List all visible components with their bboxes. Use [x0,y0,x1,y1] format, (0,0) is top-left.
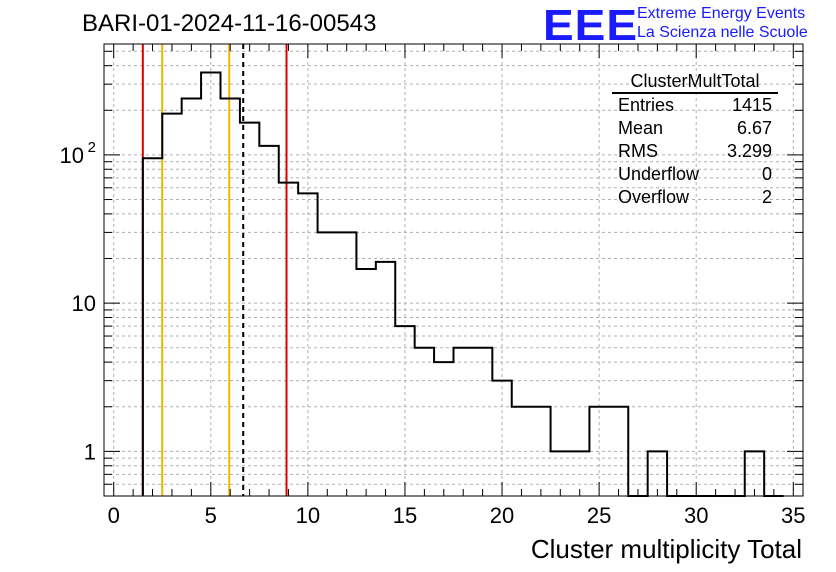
histogram-bin [609,407,628,496]
histogram-bin [473,348,492,496]
stats-label: Underflow [618,164,700,184]
x-tick-label: 15 [393,503,417,528]
histogram-bin [259,146,278,496]
logo-line-1: Extreme Energy Events [637,5,806,22]
x-tick-label: 25 [587,503,611,528]
x-tick-label: 35 [781,503,805,528]
x-axis-title: Cluster multiplicity Total [530,534,802,564]
histogram-bin [356,269,375,496]
histogram-bin [531,407,550,496]
y-tick-label: 10 [60,143,84,168]
stats-value: 3.299 [726,141,772,161]
eee-logo-caption: Extreme Energy Events La Scienza nelle S… [637,4,808,42]
y-tick-label: 1 [84,439,96,464]
histogram-bin [337,232,356,496]
y-tick-label-exponent: 2 [88,139,96,156]
histogram-bin [182,99,201,496]
histogram-bin [415,348,434,496]
stats-label: Mean [618,118,664,138]
stats-row-rms: RMS 3.299 [612,140,778,163]
stats-row-entries: Entries 1415 [612,94,778,117]
logo-line-2: La Scienza nelle Scuole [637,24,808,41]
histogram-bin [318,232,337,496]
plot-title: BARI-01-2024-11-16-00543 [82,10,377,37]
stats-label: Overflow [618,187,690,207]
x-tick-label: 10 [296,503,320,528]
stats-box-title: ClusterMultTotal [612,70,778,94]
histogram-bin [454,348,473,496]
stats-value: 6.67 [736,118,772,138]
stats-row-overflow: Overflow 2 [612,186,778,209]
x-tick-label: 30 [684,503,708,528]
grid-lines [104,44,803,496]
x-tick-label: 20 [490,503,514,528]
stats-row-underflow: Underflow 0 [612,163,778,186]
histogram-bin [162,114,181,496]
stats-label: RMS [618,141,658,161]
histogram-bin [143,158,162,496]
histogram-bin [279,183,298,496]
stats-row-mean: Mean 6.67 [612,117,778,140]
reference-lines [141,44,288,496]
histogram-outline [141,71,784,497]
stats-value: 0 [761,164,772,184]
stats-label: Entries [618,95,675,115]
x-tick-label: 5 [205,503,217,528]
stats-box: ClusterMultTotal Entries 1415 Mean 6.67 … [612,70,778,209]
stats-value: 2 [761,187,772,207]
histogram-bin [376,262,395,496]
histogram-bin [434,362,453,496]
y-tick-label: 10 [72,291,96,316]
eee-logo: EEE [543,0,639,50]
x-tick-label: 0 [108,503,120,528]
stats-value: 1415 [731,95,772,115]
plot-frame [103,43,804,497]
histogram-series [141,71,784,497]
